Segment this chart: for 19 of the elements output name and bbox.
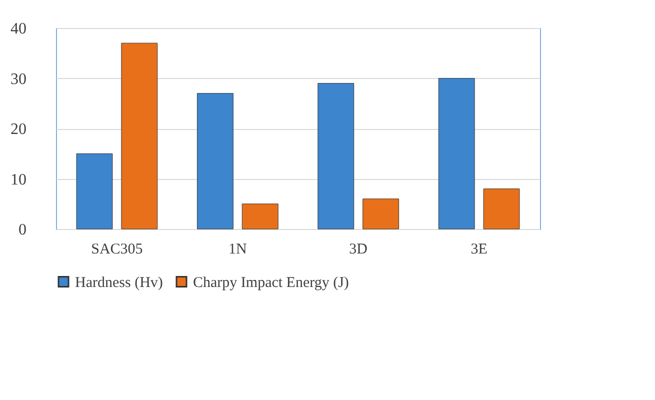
bar [121,42,158,230]
y-tick-label: 10 [10,171,26,188]
bar [318,83,354,230]
y-tick-label: 0 [18,222,26,238]
legend-label: Hardness (Hv) [75,274,163,291]
bar [438,78,475,230]
x-tick-label: 3D [349,242,368,258]
legend-label: Charpy Impact Energy (J) [193,274,349,291]
x-tick-label: 3E [470,242,488,258]
bar [76,153,113,230]
bar [242,204,278,230]
x-tick-label: SAC305 [91,242,143,258]
bar [196,93,234,230]
y-tick-label: 20 [10,121,26,138]
y-tick-label: 40 [10,20,26,38]
bar [483,188,520,230]
x-tick-label: 1N [228,242,247,258]
y-tick-label: 30 [10,70,26,88]
bar [362,198,400,230]
